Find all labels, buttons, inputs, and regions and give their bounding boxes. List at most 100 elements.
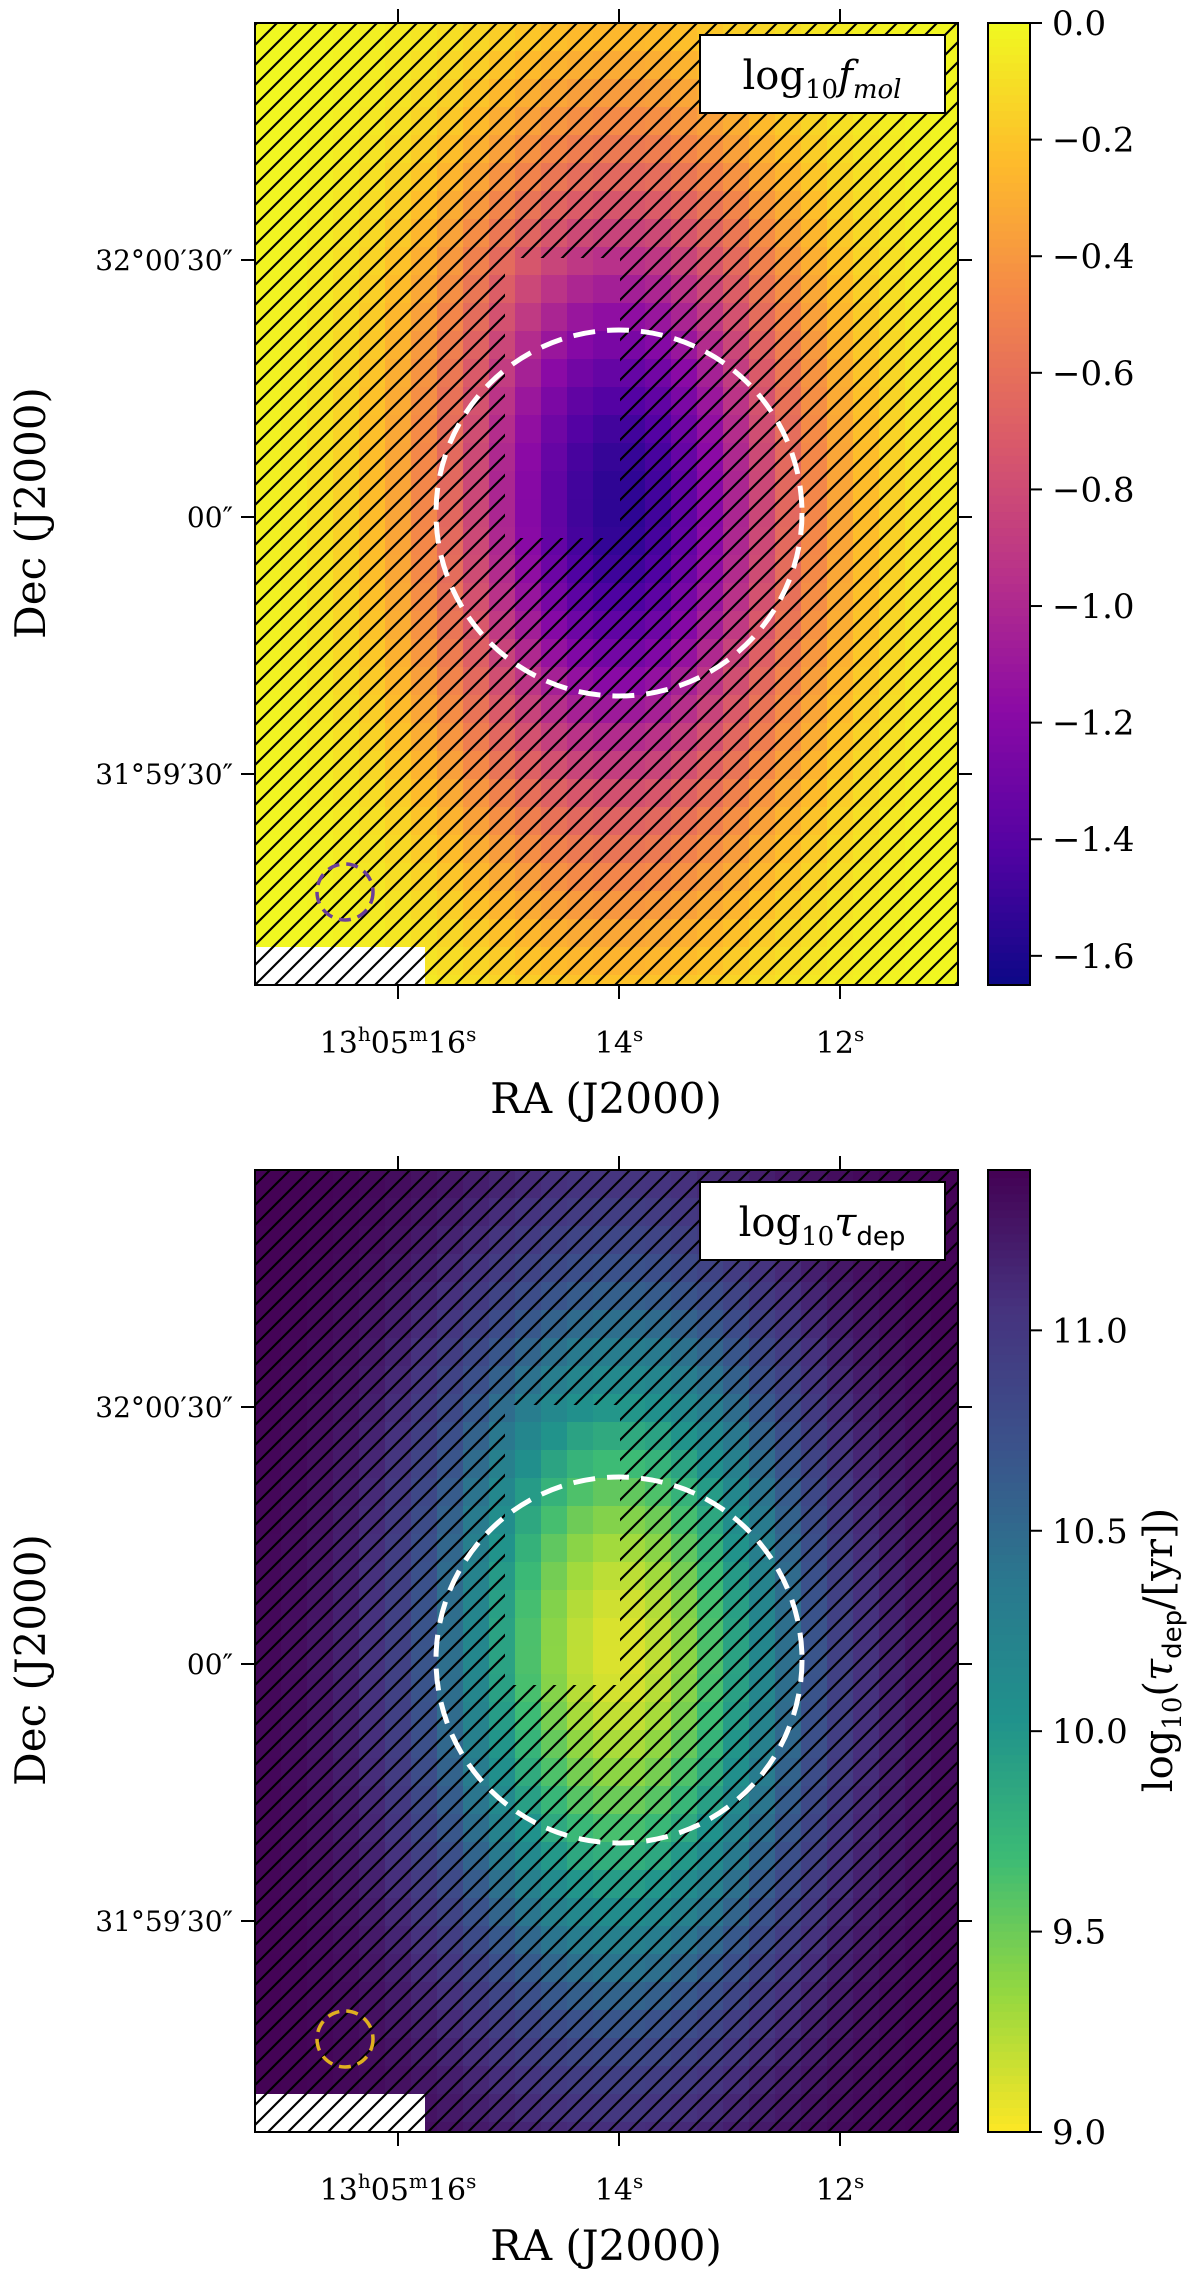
- map-pixel: [957, 303, 958, 332]
- x-tick-label: 14s: [595, 2169, 643, 2208]
- map-pixel: [541, 499, 568, 528]
- colorbar-segment: [988, 1618, 1030, 1628]
- map-pixel: [957, 611, 958, 640]
- colorbar-segment: [988, 55, 1030, 64]
- colorbar-segment: [988, 880, 1030, 890]
- colorbar-segment: [988, 1290, 1030, 1299]
- colorbar-segment: [988, 1787, 1030, 1796]
- map-pixel: [957, 2122, 958, 2132]
- colorbar-segment: [988, 23, 1030, 32]
- colorbar-segment: [988, 2107, 1030, 2117]
- colorbar-segment: [988, 231, 1030, 241]
- colorbar-segment: [988, 528, 1030, 537]
- y-axis-title: Dec (J2000): [6, 387, 55, 639]
- colorbar-segment: [988, 1490, 1030, 1500]
- map-pixel: [957, 947, 958, 976]
- colorbar-segment: [988, 752, 1030, 762]
- colorbar-title: log10(τdep/[yr]): [1136, 1508, 1188, 1792]
- colorbar-segment: [988, 1602, 1030, 1612]
- colorbar-segment: [988, 1474, 1030, 1484]
- colorbar-segment: [988, 295, 1030, 305]
- map-pixel: [957, 1282, 958, 1311]
- colorbar-segment: [988, 1514, 1030, 1524]
- colorbar-segment: [988, 47, 1030, 56]
- colorbar-segment: [988, 1867, 1030, 1877]
- colorbar-segment: [988, 576, 1030, 585]
- colorbar-segment: [988, 1626, 1030, 1636]
- map-pixel: [541, 1506, 568, 1535]
- map-pixel: [541, 275, 568, 304]
- map-pixel: [957, 779, 958, 808]
- axes-frame: [254, 22, 959, 986]
- colorbar-segment: [988, 920, 1030, 930]
- map-pixel: [593, 331, 620, 360]
- colorbar-segment: [988, 560, 1030, 569]
- map-pixel: [567, 499, 594, 528]
- colorbar-segment: [988, 1771, 1030, 1780]
- colorbar-segment: [988, 31, 1030, 40]
- map-pixel: [541, 1450, 568, 1479]
- map-pixel: [957, 1674, 958, 1703]
- quantity-label: log10fmol: [742, 53, 901, 105]
- map-pixel: [957, 275, 958, 304]
- colorbar-segment: [988, 1651, 1030, 1660]
- colorbar-tick-label: 11.0: [1052, 1311, 1128, 1351]
- colorbar-segment: [988, 2059, 1030, 2069]
- blank-corner-hatch: [255, 2094, 425, 2132]
- colorbar-segment: [988, 103, 1030, 112]
- x-tick-label: 13h05m16s: [320, 2169, 477, 2208]
- beam-ellipse: [315, 862, 375, 922]
- colorbar-segment: [988, 936, 1030, 946]
- map-pixel: [593, 387, 620, 416]
- colorbar-segment: [988, 135, 1030, 144]
- colorbar-segment: [988, 824, 1030, 834]
- map-pixel: [957, 1338, 958, 1367]
- colorbar-segment: [988, 1755, 1030, 1764]
- map-pixel: [515, 1646, 542, 1675]
- colorbar-segment: [988, 271, 1030, 281]
- colorbar-segment: [988, 1346, 1030, 1355]
- colorbar-segment: [988, 512, 1030, 521]
- colorbar-segment: [988, 1859, 1030, 1869]
- colorbar-segment: [988, 624, 1030, 633]
- colorbar-segment: [988, 1298, 1030, 1307]
- colorbar-segment: [988, 728, 1030, 738]
- colorbar-segment: [988, 656, 1030, 665]
- colorbar-segment: [988, 912, 1030, 922]
- colorbar-segment: [988, 1202, 1030, 1211]
- map-pixel: [957, 639, 958, 668]
- colorbar-segment: [988, 1963, 1030, 1973]
- colorbar-segment: [988, 904, 1030, 914]
- colorbar-segment: [988, 2011, 1030, 2021]
- map-pixel: [957, 1842, 958, 1871]
- map-pixel: [957, 163, 958, 192]
- colorbar-segment: [988, 1450, 1030, 1460]
- colorbar-segment: [988, 79, 1030, 88]
- map-pixel: [957, 247, 958, 276]
- map-pixel: [593, 275, 620, 304]
- map-pixel: [567, 443, 594, 472]
- colorbar-segment: [988, 1835, 1030, 1844]
- colorbar-segment: [988, 1915, 1030, 1925]
- map-pixel: [593, 1590, 620, 1619]
- map-pixel: [515, 443, 542, 472]
- map-pixel: [957, 1870, 958, 1899]
- colorbar-segment: [988, 536, 1030, 545]
- colorbar-segment: [988, 848, 1030, 858]
- hatch-overlay: [255, 1170, 958, 2132]
- aperture-circle: [433, 327, 805, 699]
- colorbar-segment: [988, 471, 1030, 481]
- colorbar-segment: [988, 1274, 1030, 1283]
- colorbar-segment: [988, 2123, 1030, 2133]
- colorbar-segment: [988, 1538, 1030, 1548]
- map-pixel: [957, 891, 958, 920]
- colorbar: 0.0 −0.2 −0.4 −0.6 −0.8 −1.0 −1.2 −1.4 −1.6: [987, 4, 1135, 986]
- y-tick-label: 31°59′30″: [95, 1905, 233, 1938]
- map-pixel: [957, 555, 958, 584]
- colorbar-tick-label: −0.8: [1052, 470, 1135, 510]
- colorbar-segment: [988, 479, 1030, 489]
- colorbar-segment: [988, 191, 1030, 200]
- colorbar-segment: [988, 616, 1030, 625]
- colorbar-segment: [988, 1594, 1030, 1604]
